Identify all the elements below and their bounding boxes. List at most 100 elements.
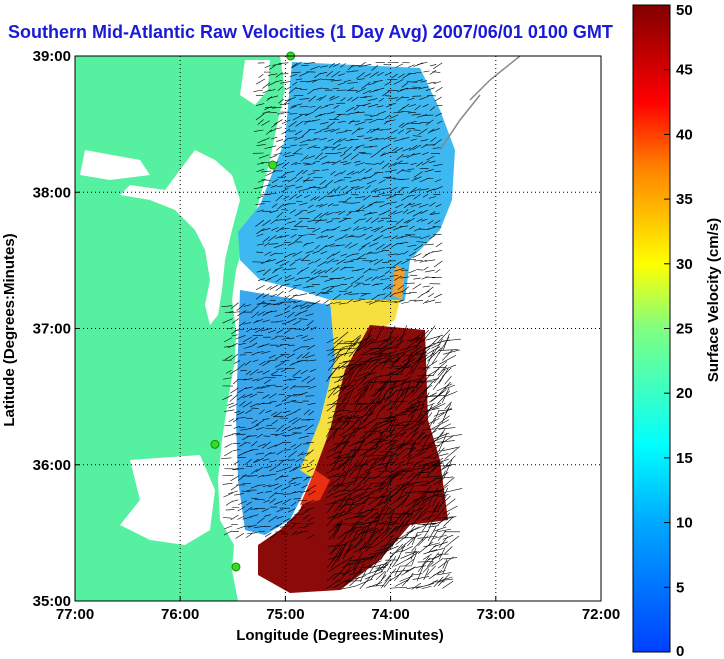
velocity-arrow bbox=[286, 353, 296, 359]
velocity-arrow bbox=[232, 467, 239, 471]
velocity-arrow bbox=[405, 497, 421, 507]
velocity-arrow bbox=[325, 243, 335, 248]
velocity-arrow bbox=[363, 372, 376, 377]
velocity-arrow bbox=[398, 162, 409, 165]
velocity-arrow bbox=[304, 163, 316, 166]
velocity-arrow bbox=[349, 491, 368, 500]
velocity-arrow bbox=[384, 380, 401, 382]
velocity-arrow bbox=[347, 414, 353, 426]
velocity-arrow bbox=[394, 389, 405, 406]
velocity-arrow bbox=[358, 233, 366, 238]
velocity-arrow bbox=[386, 220, 398, 223]
velocity-arrow bbox=[338, 459, 351, 467]
velocity-arrow bbox=[387, 284, 396, 289]
velocity-arrow bbox=[255, 327, 265, 333]
velocity-arrow bbox=[384, 553, 394, 566]
velocity-arrow bbox=[436, 383, 453, 392]
velocity-arrow bbox=[272, 63, 282, 66]
velocity-arrow bbox=[274, 432, 285, 437]
velocity-arrow bbox=[290, 443, 297, 448]
velocity-arrow bbox=[294, 211, 302, 217]
velocity-arrow bbox=[350, 153, 360, 160]
velocity-arrow bbox=[239, 426, 246, 429]
velocity-arrow bbox=[269, 284, 278, 290]
velocity-arrow bbox=[406, 467, 425, 471]
velocity-arrow bbox=[255, 292, 265, 300]
velocity-arrow bbox=[390, 484, 405, 499]
velocity-arrow bbox=[384, 535, 394, 549]
y-tick-label: 38:00 bbox=[33, 184, 71, 201]
velocity-arrow bbox=[322, 88, 329, 90]
velocity-arrow bbox=[391, 363, 409, 375]
velocity-arrow bbox=[343, 360, 355, 362]
velocity-arrow bbox=[300, 266, 309, 272]
velocity-arrow bbox=[224, 311, 234, 314]
velocity-arrow bbox=[429, 202, 436, 207]
velocity-arrow bbox=[405, 378, 421, 384]
velocity-arrow bbox=[354, 186, 365, 190]
isobath-contour bbox=[439, 94, 481, 151]
velocity-arrow bbox=[350, 278, 360, 285]
velocity-arrow bbox=[308, 204, 314, 209]
velocity-arrow bbox=[283, 329, 291, 335]
velocity-arrow bbox=[329, 285, 341, 288]
velocity-arrow bbox=[401, 286, 410, 293]
sound-water bbox=[120, 455, 215, 545]
velocity-arrow bbox=[412, 283, 422, 290]
velocity-arrow bbox=[427, 347, 442, 362]
velocity-arrow bbox=[326, 211, 335, 216]
velocity-arrow bbox=[384, 114, 391, 120]
velocity-arrow bbox=[371, 276, 378, 281]
velocity-arrow bbox=[281, 485, 291, 491]
velocity-arrow bbox=[425, 119, 434, 126]
velocity-arrow bbox=[336, 522, 343, 533]
velocity-arrow bbox=[251, 342, 258, 347]
velocity-arrow bbox=[314, 72, 322, 79]
velocity-arrow bbox=[401, 566, 417, 576]
velocity-arrow bbox=[348, 243, 358, 249]
velocity-arrow bbox=[397, 284, 405, 290]
velocity-arrow bbox=[319, 137, 328, 141]
velocity-arrow bbox=[354, 373, 371, 383]
velocity-arrow bbox=[442, 487, 449, 500]
velocity-arrow bbox=[317, 261, 327, 267]
velocity-arrow bbox=[391, 146, 399, 152]
velocity-arrow bbox=[256, 168, 265, 173]
velocity-arrow bbox=[396, 169, 404, 175]
velocity-arrow bbox=[237, 515, 245, 520]
velocity-arrow bbox=[283, 410, 291, 414]
velocity-arrow bbox=[396, 352, 406, 362]
velocity-arrow bbox=[381, 144, 391, 150]
velocity-arrow bbox=[275, 252, 284, 255]
velocity-arrow bbox=[262, 484, 271, 487]
velocity-arrow bbox=[344, 489, 359, 498]
velocity-arrow bbox=[405, 427, 419, 438]
velocity-arrow bbox=[233, 360, 241, 364]
velocity-arrow bbox=[276, 145, 283, 151]
y-tick-label: 39:00 bbox=[33, 48, 71, 65]
velocity-arrow bbox=[406, 572, 414, 582]
velocity-arrow bbox=[394, 545, 406, 553]
velocity-arrow bbox=[231, 334, 238, 337]
velocity-arrow bbox=[242, 336, 253, 343]
velocity-arrow bbox=[294, 304, 302, 308]
velocity-arrow bbox=[242, 516, 252, 520]
velocity-arrow bbox=[432, 534, 447, 539]
velocity-arrow bbox=[292, 153, 303, 155]
velocity-arrow bbox=[274, 441, 285, 447]
velocity-arrow bbox=[412, 576, 430, 580]
colorbar-tick-label: 50 bbox=[676, 2, 693, 19]
velocity-arrow bbox=[437, 530, 447, 541]
velocity-arrow bbox=[342, 415, 349, 425]
colorbar-tick-label: 5 bbox=[676, 579, 684, 596]
velocity-arrow bbox=[362, 457, 376, 466]
velocity-arrow bbox=[370, 393, 382, 405]
velocity-arrow bbox=[375, 431, 384, 450]
velocity-arrow bbox=[261, 120, 270, 126]
velocity-arrow bbox=[296, 169, 304, 177]
velocity-arrow bbox=[400, 276, 410, 279]
velocity-arrow bbox=[342, 152, 352, 160]
velocity-arrow bbox=[281, 336, 290, 341]
velocity-arrow bbox=[302, 286, 310, 289]
velocity-arrow bbox=[340, 253, 347, 257]
